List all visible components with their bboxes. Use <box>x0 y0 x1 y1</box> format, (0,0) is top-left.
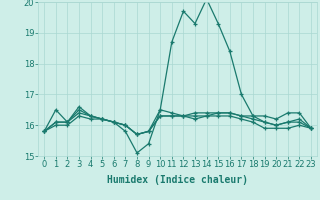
X-axis label: Humidex (Indice chaleur): Humidex (Indice chaleur) <box>107 175 248 185</box>
